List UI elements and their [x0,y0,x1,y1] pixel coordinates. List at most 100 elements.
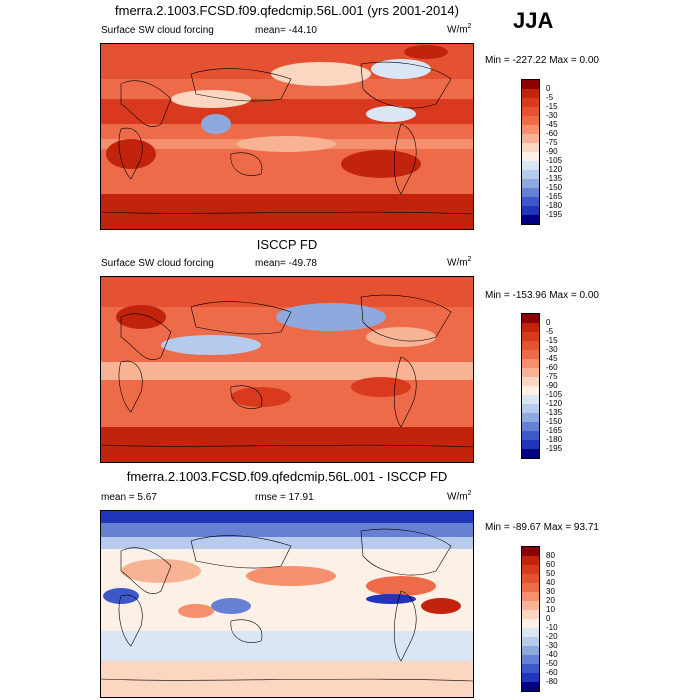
colorbar-swatch [522,556,539,565]
panel-1-colorbar [521,79,540,225]
panel-2-units: W/m2 [447,256,472,269]
colorbar-swatch [522,386,539,395]
colorbar-swatch [522,107,539,116]
panel-3-units: W/m2 [447,490,472,503]
panel-3-rmse: rmse = 17.91 [255,492,314,503]
colorbar-tick-label: -165 [546,192,563,201]
colorbar-tick-label: -180 [546,201,563,210]
colorbar-swatch [522,574,539,583]
colorbar-tick-label: -105 [546,390,563,399]
colorbar-tick-label: 0 [546,84,551,93]
colorbar-swatch [522,143,539,152]
colorbar-swatch [522,206,539,215]
colorbar-swatch [522,592,539,601]
colorbar-swatch [522,377,539,386]
panel-3-minmax: Min = -89.67 Max = 93.71 [485,522,599,533]
colorbar-swatch [522,215,539,224]
colorbar-tick-label: -150 [546,183,563,192]
panel-1-mean: mean= -44.10 [255,25,317,36]
colorbar-tick-label: -5 [546,327,554,336]
colorbar-swatch [522,583,539,592]
colorbar-tick-label: -30 [546,641,558,650]
colorbar-swatch [522,125,539,134]
panel-1-variable: Surface SW cloud forcing [101,25,214,36]
colorbar-tick-label: -30 [546,111,558,120]
colorbar-swatch [522,646,539,655]
colorbar-swatch [522,179,539,188]
colorbar-tick-label: -45 [546,354,558,363]
panel-3-mean: mean = 5.67 [101,492,157,503]
colorbar-tick-label: 30 [546,587,555,596]
colorbar-swatch [522,368,539,377]
colorbar-tick-label: -40 [546,650,558,659]
panel-2-title: ISCCP FD [256,237,318,252]
colorbar-swatch [522,341,539,350]
colorbar-tick-label: 60 [546,560,555,569]
colorbar-swatch [522,673,539,682]
colorbar-tick-label: -60 [546,668,558,677]
panel-1-map-svg [101,44,473,229]
colorbar-swatch [522,664,539,673]
colorbar-tick-label: 0 [546,318,551,327]
colorbar-swatch [522,413,539,422]
colorbar-swatch [522,547,539,556]
panel-3-title: fmerra.2.1003.FCSD.f09.qfedcmip.56L.001 … [126,469,448,484]
colorbar-swatch [522,395,539,404]
colorbar-tick-label: -60 [546,129,558,138]
colorbar-tick-label: -30 [546,345,558,354]
colorbar-swatch [522,350,539,359]
colorbar-tick-label: 50 [546,569,555,578]
panel-1-units: W/m2 [447,23,472,36]
colorbar-swatch [522,332,539,341]
colorbar-swatch [522,655,539,664]
colorbar-tick-label: 10 [546,605,555,614]
colorbar-tick-label: -75 [546,372,558,381]
panel-2-mean: mean= -49.78 [255,258,317,269]
colorbar-swatch [522,440,539,449]
colorbar-swatch [522,565,539,574]
colorbar-tick-label: -135 [546,408,563,417]
panel-1-title: fmerra.2.1003.FCSD.f09.qfedcmip.56L.001 … [115,3,459,18]
panel-3-colorbar [521,546,540,692]
panel-3-map [100,510,474,698]
colorbar-swatch [522,152,539,161]
season-label: JJA [513,8,554,33]
colorbar-tick-label: -45 [546,120,558,129]
panel-1-minmax: Min = -227.22 Max = 0.00 [485,55,599,66]
panel-2-variable: Surface SW cloud forcing [101,258,214,269]
colorbar-tick-label: -15 [546,102,558,111]
panel-1-map [100,43,474,230]
colorbar-tick-label: -90 [546,381,558,390]
colorbar-swatch [522,359,539,368]
colorbar-swatch [522,619,539,628]
colorbar-swatch [522,80,539,89]
colorbar-swatch [522,89,539,98]
colorbar-tick-label: 0 [546,614,551,623]
panel-2-minmax: Min = -153.96 Max = 0.00 [485,290,599,301]
colorbar-tick-label: 40 [546,578,555,587]
colorbar-tick-label: -10 [546,623,558,632]
colorbar-swatch [522,161,539,170]
panel-2-map [100,276,474,463]
colorbar-swatch [522,116,539,125]
colorbar-swatch [522,404,539,413]
colorbar-tick-label: -105 [546,156,563,165]
colorbar-tick-label: -195 [546,210,563,219]
colorbar-swatch [522,197,539,206]
colorbar-tick-label: 20 [546,596,555,605]
colorbar-swatch [522,323,539,332]
colorbar-tick-label: -80 [546,677,558,686]
colorbar-tick-label: -15 [546,336,558,345]
colorbar-tick-label: -195 [546,444,563,453]
colorbar-tick-label: -120 [546,399,563,408]
colorbar-swatch [522,431,539,440]
colorbar-swatch [522,449,539,458]
colorbar-tick-label: -135 [546,174,563,183]
colorbar-tick-label: -180 [546,435,563,444]
colorbar-swatch [522,422,539,431]
colorbar-swatch [522,682,539,691]
panel-3-map-svg [101,511,473,697]
colorbar-tick-label: -20 [546,632,558,641]
colorbar-swatch [522,601,539,610]
colorbar-tick-label: -165 [546,426,563,435]
